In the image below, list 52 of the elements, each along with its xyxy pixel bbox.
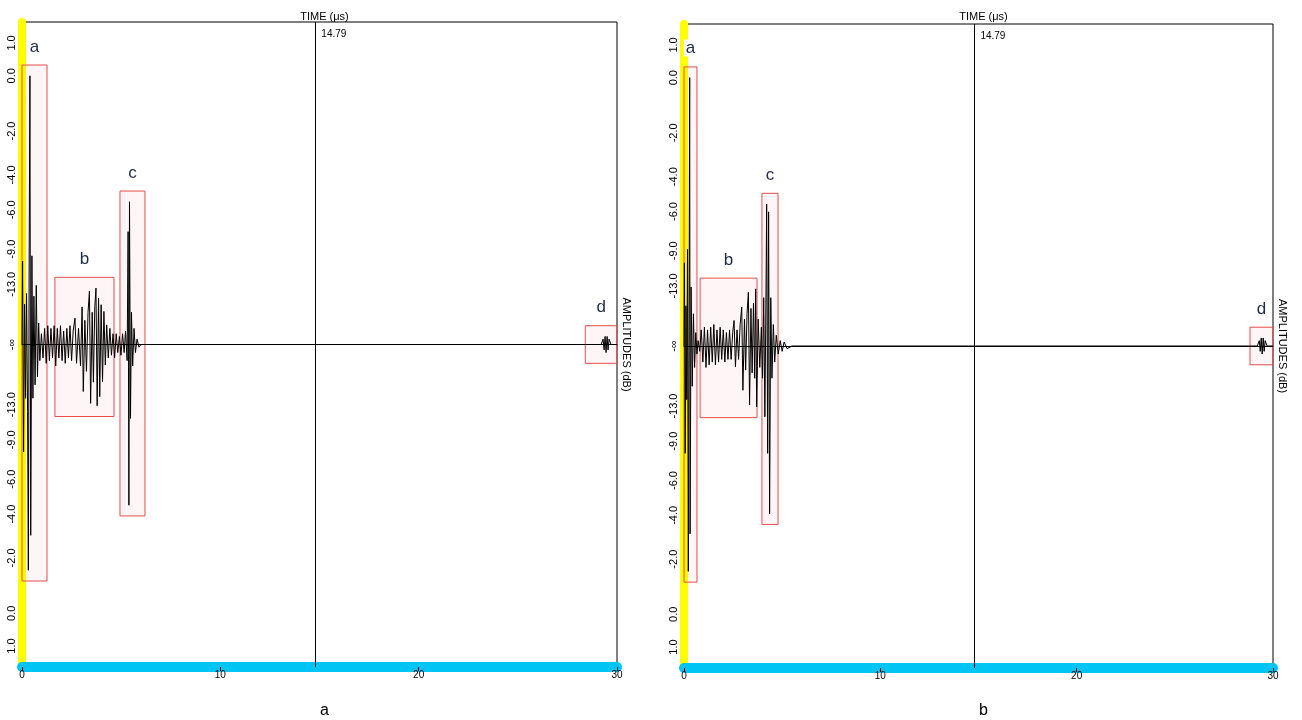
x-tick-label: 30 [611, 668, 623, 680]
text: -13.0 [666, 273, 679, 299]
x-axis-title: TIME (μs) [300, 9, 349, 22]
text: -6.0 [666, 471, 679, 490]
band-label: b [723, 249, 734, 269]
text: -4.0 [666, 505, 679, 525]
text: -∞ [666, 340, 679, 352]
text: -2.0 [666, 549, 679, 569]
text: 0.0 [4, 68, 17, 84]
text: -9.0 [666, 431, 679, 451]
x-tick-label: 10 [214, 668, 227, 680]
text: a [320, 700, 330, 718]
text: -2.0 [4, 548, 17, 568]
text: -∞ [4, 338, 17, 351]
text: -9.0 [666, 241, 679, 261]
text: 0.0 [666, 606, 679, 622]
text: -13.0 [666, 393, 679, 419]
y-axis-title: AMPLITUDES (dB) [1276, 298, 1289, 394]
text: -13.0 [4, 392, 17, 418]
y-axis-title: AMPLITUDES (dB) [620, 297, 633, 392]
band-label: c [765, 164, 775, 184]
text: -2.0 [666, 123, 679, 143]
x-tick-label: 20 [1071, 669, 1083, 681]
band-label: c [128, 162, 138, 182]
text: -4.0 [4, 504, 17, 524]
band-label: a [685, 38, 696, 58]
text: 1.0 [4, 638, 17, 654]
x-axis-title: TIME (μs) [959, 9, 1008, 22]
text: 0.0 [666, 70, 679, 86]
text: 1.0 [666, 37, 679, 53]
text: -6.0 [666, 202, 679, 221]
text: 1.0 [666, 639, 679, 655]
band-label: d [596, 297, 606, 317]
text: -9.0 [4, 239, 17, 259]
x-tick-label: 30 [1267, 669, 1279, 681]
text: 0.0 [4, 605, 17, 621]
ref-line-label: 14.79 [321, 27, 347, 39]
text: b [979, 700, 989, 718]
band-label: a [29, 36, 40, 56]
ref-line-label: 14.79 [980, 29, 1006, 41]
x-tick-label: 20 [413, 668, 425, 680]
x-tick-label: 10 [874, 669, 887, 681]
text: 1.0 [4, 35, 17, 51]
text: -4.0 [4, 165, 17, 185]
text: -13.0 [4, 271, 17, 297]
band-label: d [1256, 298, 1267, 318]
band-label: b [79, 248, 90, 268]
text: -6.0 [4, 469, 17, 489]
text: -6.0 [4, 200, 17, 220]
text: -9.0 [4, 430, 17, 450]
text: -4.0 [666, 167, 679, 187]
text: -2.0 [4, 121, 17, 141]
